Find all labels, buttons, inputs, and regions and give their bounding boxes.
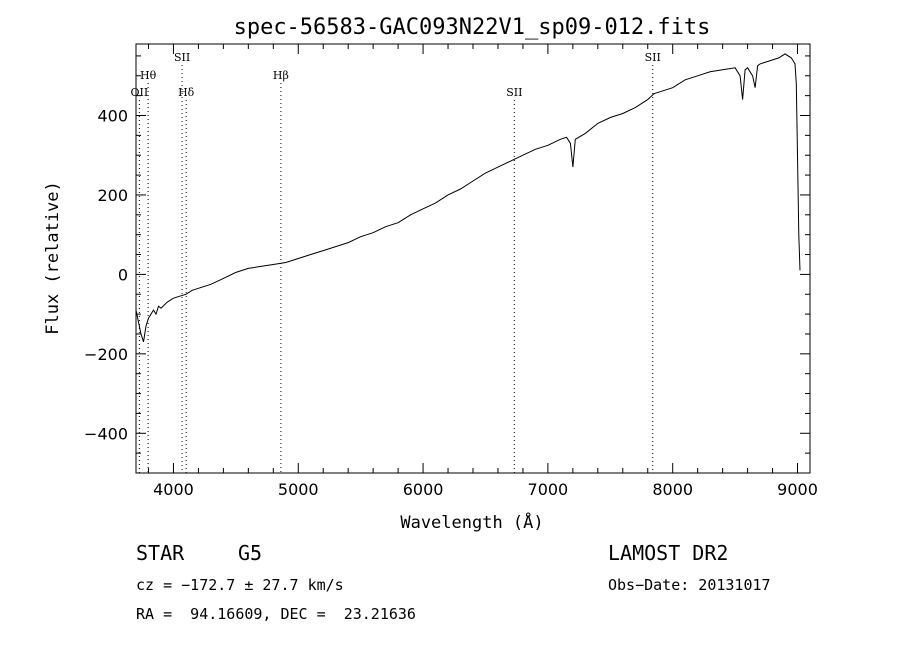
plot-frame <box>135 43 811 474</box>
x-tick-label: 4000 <box>153 480 194 499</box>
line-marker-label: Hβ <box>273 69 289 82</box>
line-marker-label: OII <box>131 86 149 99</box>
axis-ticks: 4000 5000 6000 7000 8000 9000 −400 −200 0 200 400 <box>84 44 818 499</box>
x-tick-label: 6000 <box>403 480 444 499</box>
line-markers: Hθ OII SII Hδ Hβ SII SII <box>131 51 661 473</box>
y-tick-label: 0 <box>118 265 128 284</box>
line-marker-label: Hδ <box>178 86 195 99</box>
object-class: STAR <box>136 541 185 565</box>
ra-dec: RA = 94.16609, DEC = 23.21636 <box>136 605 416 623</box>
x-tick-label: 7000 <box>528 480 569 499</box>
y-tick-label: 200 <box>97 186 128 205</box>
line-marker-label: SII <box>506 86 522 99</box>
line-marker-label: SII <box>174 51 190 64</box>
y-tick-label: −400 <box>84 424 128 443</box>
x-tick-label: 8000 <box>652 480 693 499</box>
x-axis-label: Wavelength (Å) <box>400 511 543 533</box>
x-tick-label: 9000 <box>777 480 818 499</box>
line-marker-label: SII <box>645 51 661 64</box>
spectrum-series-line <box>135 53 801 343</box>
redshift-cz: cz = −172.7 ± 27.7 km/s <box>136 576 344 594</box>
observation-date: Obs−Date: 20131017 <box>608 576 771 594</box>
y-axis-label: Flux (relative) <box>43 181 63 335</box>
survey-name: LAMOST DR2 <box>608 541 729 565</box>
x-tick-label: 5000 <box>278 480 319 499</box>
object-subclass: G5 <box>238 541 263 565</box>
y-tick-label: 400 <box>97 107 128 126</box>
y-tick-label: −200 <box>84 345 128 364</box>
chart-title: spec-56583-GAC093N22V1_sp09-012.fits <box>234 15 711 40</box>
line-marker-label: Hθ <box>140 69 157 82</box>
